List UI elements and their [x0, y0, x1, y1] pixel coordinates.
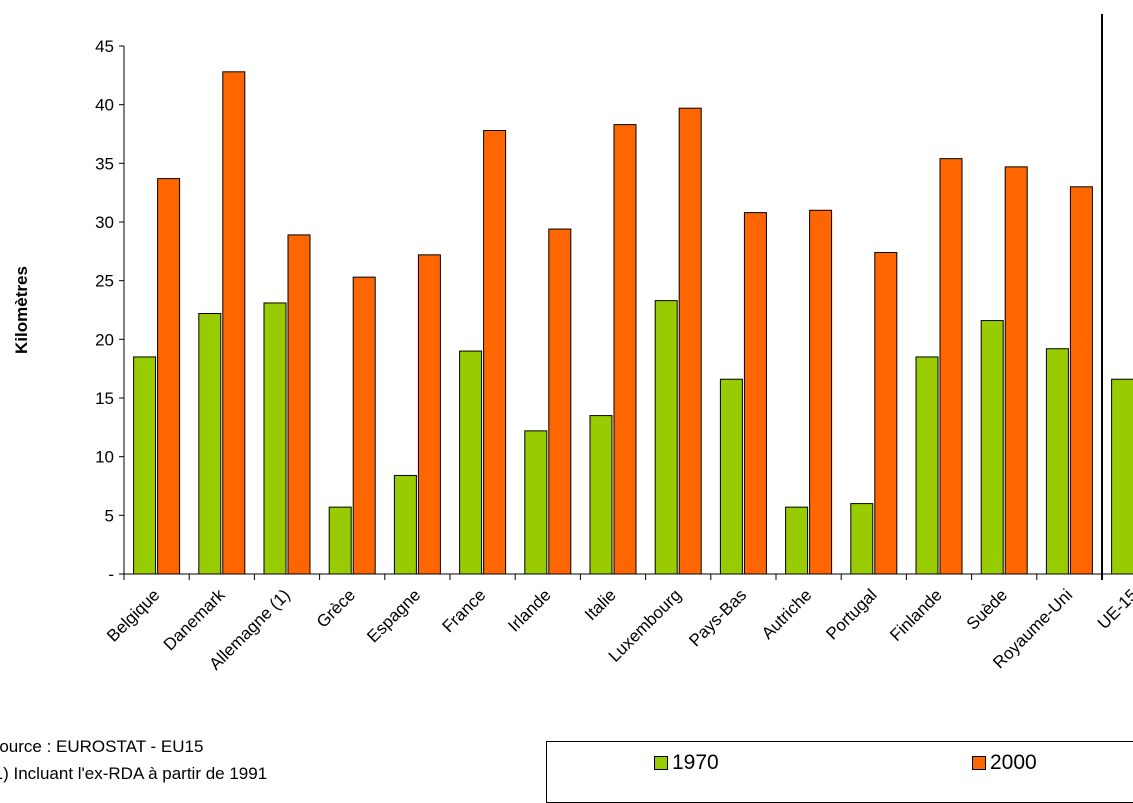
bar-1970-9 [719, 378, 743, 575]
x-tick-label-4: Espagne [363, 585, 424, 646]
bar-2000-13 [1004, 166, 1028, 575]
bar-2000-4 [417, 254, 441, 575]
bars-layer [133, 71, 1133, 575]
bar-2000-2 [287, 234, 311, 575]
bar-1970-12 [915, 356, 939, 575]
bar-1970-10 [785, 506, 809, 575]
bar-1970-15 [1111, 378, 1133, 575]
y-tick-label-3: 15 [95, 389, 114, 408]
bar-1970-0 [133, 356, 157, 575]
bar-1970-14 [1045, 348, 1069, 575]
y-axis-label: Kilomètres [12, 266, 31, 354]
bar-2000-9 [743, 212, 767, 575]
bar-1970-6 [524, 430, 548, 575]
bar-1970-13 [980, 320, 1004, 575]
bar-1970-3 [328, 506, 352, 575]
x-tick-label-6: Irlande [504, 585, 554, 635]
x-tick-label-0: Belgique [103, 585, 163, 645]
x-tick-label-5: France [439, 585, 490, 636]
bar-2000-8 [678, 107, 702, 575]
bar-2000-5 [483, 129, 507, 575]
x-tick-label-9: Pays-Bas [685, 585, 750, 650]
x-tick-label-3: Grèce [313, 585, 359, 631]
bar-2000-7 [613, 124, 637, 575]
bar-2000-12 [939, 158, 963, 575]
legend-label-1970: 1970 [672, 751, 719, 774]
legend-label-2000: 2000 [990, 751, 1037, 774]
legend-item-1970: 1970 [654, 751, 719, 775]
x-tick-label-7: Italie [581, 585, 620, 624]
y-tick-label-2: 10 [95, 448, 114, 467]
bar-2000-10 [809, 209, 833, 575]
bar-2000-14 [1069, 186, 1093, 575]
bar-1970-5 [459, 350, 483, 575]
x-tick-label-10: Autriche [758, 585, 816, 643]
x-tick-label-11: Portugal [822, 585, 880, 643]
y-tick-label-0: - [108, 565, 114, 584]
bar-chart: -51015202530354045BelgiqueDanemarkAllema… [12, 14, 1133, 674]
legend-swatch-1970 [654, 756, 668, 770]
x-tick-label-13: Suède [963, 585, 1011, 633]
bar-2000-1 [222, 71, 246, 575]
legend: 1970 2000 [546, 741, 1133, 803]
y-tick-label-1: 5 [105, 506, 114, 525]
x-tick-label-12: Finlande [886, 585, 946, 645]
bar-1970-8 [654, 300, 678, 575]
bar-1970-4 [393, 474, 417, 575]
legend-item-2000: 2000 [972, 751, 1037, 775]
y-tick-label-8: 40 [95, 96, 114, 115]
bar-2000-11 [874, 252, 898, 575]
bar-1970-7 [589, 415, 613, 575]
bar-2000-3 [352, 276, 376, 575]
footnote-1: (1) Incluant l'ex-RDA à partir de 1991 [0, 764, 268, 783]
bar-2000-6 [548, 228, 572, 575]
bar-1970-1 [198, 313, 222, 575]
bar-1970-11 [850, 503, 874, 575]
source-note: Source : EUROSTAT - EU15 [0, 737, 204, 756]
x-tick-label-1: Danemark [160, 585, 229, 654]
y-tick-label-4: 20 [95, 330, 114, 349]
y-tick-label-7: 35 [95, 154, 114, 173]
bar-2000-0 [157, 178, 181, 575]
y-tick-label-9: 45 [95, 37, 114, 56]
x-tick-label-15: UE-15 [1094, 585, 1133, 633]
bar-1970-2 [263, 302, 287, 575]
legend-swatch-2000 [972, 756, 986, 770]
y-tick-label-6: 30 [95, 213, 114, 232]
y-tick-label-5: 25 [95, 272, 114, 291]
